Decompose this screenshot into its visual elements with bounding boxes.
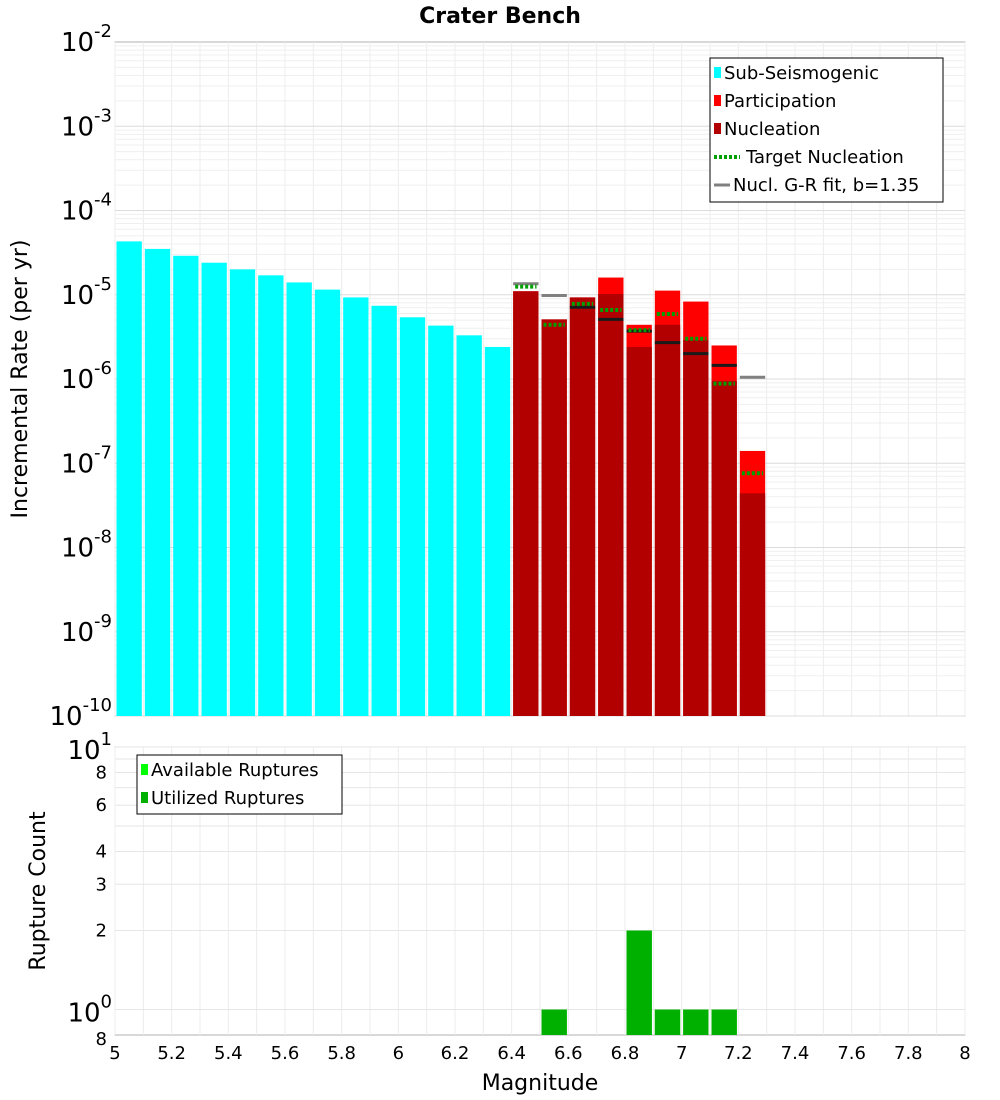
- rupture-y-tick-label: 6: [96, 795, 107, 816]
- rate-legend: Sub-Seismogenic Participation Nucleation Ta…: [709, 57, 944, 203]
- x-tick-label: 5.4: [214, 1043, 243, 1064]
- legend-swatch: [714, 67, 721, 78]
- utilized-ruptures-bar: [683, 1009, 709, 1035]
- nucleation-bar: [739, 493, 766, 716]
- subseismogenic-bar: [314, 289, 341, 716]
- x-tick-label: 5.8: [327, 1043, 356, 1064]
- rate-legend-box: [709, 57, 944, 203]
- rupture-y-tick-label: 101: [67, 729, 112, 766]
- rate-y-tick-label: 10-5: [61, 274, 112, 311]
- legend-label: Sub-Seismogenic: [724, 63, 879, 84]
- nucleation-bar: [683, 340, 709, 716]
- legend-swatch: [141, 792, 148, 803]
- rate-bars: [116, 241, 766, 716]
- subseismogenic-bar: [229, 269, 256, 716]
- subseismogenic-bar: [484, 346, 511, 716]
- nucleation-bar: [541, 319, 567, 716]
- nucleation-bar: [654, 324, 681, 716]
- legend-swatch: [714, 123, 721, 134]
- subseismogenic-bar: [258, 275, 284, 716]
- subseismogenic-bar: [144, 248, 171, 716]
- x-tick-label: 6: [393, 1043, 404, 1064]
- x-tick-label: 7.8: [894, 1043, 923, 1064]
- x-tick-label: 7: [676, 1043, 687, 1064]
- legend-label: Utilized Ruptures: [151, 788, 304, 809]
- rate-y-tick-label: 10-4: [61, 190, 112, 227]
- x-tick-label: 5.2: [157, 1043, 186, 1064]
- x-tick-labels: 5 5.2 5.4 5.6 5.8 6 6.2 6.4 6.6 6.8 7 7.2 7.4 7.6 7.8 8: [109, 1043, 970, 1064]
- rupture-y-axis-label: Rupture Count: [26, 811, 51, 971]
- rupture-y-tick-label: 100: [67, 992, 112, 1029]
- x-axis-label: Magnitude: [482, 1071, 599, 1096]
- subseismogenic-bar: [286, 282, 312, 716]
- rate-line-marks: [513, 282, 766, 476]
- x-tick-label: 7.2: [724, 1043, 753, 1064]
- subseismogenic-bar: [428, 325, 454, 716]
- rupture-y-tick-label: 2: [96, 921, 107, 942]
- rate-y-ticks: 10-10 10-9 10-8 10-7 10-6 10-5 10-4 10-3 10-2: [50, 21, 113, 732]
- nucleation-bar: [569, 297, 596, 716]
- rate-panel: 10-10 10-9 10-8 10-7 10-6 10-5 10-4 10-3 10-2 In…: [8, 21, 966, 732]
- subseismogenic-bar: [173, 255, 199, 716]
- legend-label: Target Nucleation: [745, 147, 904, 168]
- utilized-ruptures-bar: [654, 1009, 681, 1035]
- rate-y-tick-label: 10-10: [50, 695, 113, 732]
- nucleation-bar: [598, 294, 624, 716]
- nucleation-bar: [711, 380, 737, 716]
- x-tick-label: 7.6: [837, 1043, 866, 1064]
- rate-y-tick-label: 10-8: [61, 527, 112, 564]
- nucleation-bar: [513, 291, 539, 716]
- utilized-ruptures-bar: [626, 930, 652, 1035]
- legend-label: Available Ruptures: [151, 760, 319, 781]
- subseismogenic-bar: [116, 241, 142, 716]
- subseismogenic-bar: [399, 317, 426, 716]
- rupture-y-tick-label: 3: [96, 874, 107, 895]
- utilized-ruptures-bar: [541, 1009, 567, 1035]
- x-tick-label: 5.6: [271, 1043, 300, 1064]
- x-tick-label: 6.6: [554, 1043, 583, 1064]
- legend-swatch: [714, 95, 721, 106]
- x-tick-label: 6.4: [497, 1043, 526, 1064]
- rupture-y-tick-label: 8: [96, 1029, 107, 1050]
- x-tick-label: 5: [109, 1043, 120, 1064]
- subseismogenic-bar: [201, 262, 227, 716]
- x-tick-label: 8: [959, 1043, 970, 1064]
- chart-title: Crater Bench: [419, 4, 581, 29]
- nucleation-bar: [626, 346, 652, 716]
- legend-label: Nucl. G-R fit, b=1.35: [733, 175, 919, 196]
- rupture-legend: Available Ruptures Utilized Ruptures: [136, 754, 343, 815]
- legend-label: Participation: [724, 91, 836, 112]
- rate-y-tick-label: 10-3: [61, 105, 112, 142]
- rate-y-axis-label: Incremental Rate (per yr): [8, 240, 33, 519]
- rupture-bars: [541, 930, 737, 1035]
- legend-swatch: [141, 764, 148, 775]
- utilized-ruptures-bar: [711, 1009, 737, 1035]
- rupture-y-tick-label: 8: [96, 762, 107, 783]
- rupture-legend-box: [136, 754, 343, 815]
- rate-y-tick-label: 10-7: [61, 442, 112, 479]
- rate-y-tick-label: 10-6: [61, 358, 112, 395]
- x-tick-label: 6.8: [611, 1043, 640, 1064]
- rate-y-tick-label: 10-9: [61, 611, 112, 648]
- x-tick-label: 7.4: [781, 1043, 810, 1064]
- subseismogenic-bar: [371, 305, 397, 716]
- subseismogenic-bar: [456, 335, 482, 716]
- subseismogenic-bar: [343, 297, 369, 716]
- legend-label: Nucleation: [724, 119, 820, 140]
- rupture-y-tick-label: 4: [96, 841, 107, 862]
- x-tick-label: 6.2: [441, 1043, 470, 1064]
- rate-y-tick-label: 10-2: [61, 21, 112, 58]
